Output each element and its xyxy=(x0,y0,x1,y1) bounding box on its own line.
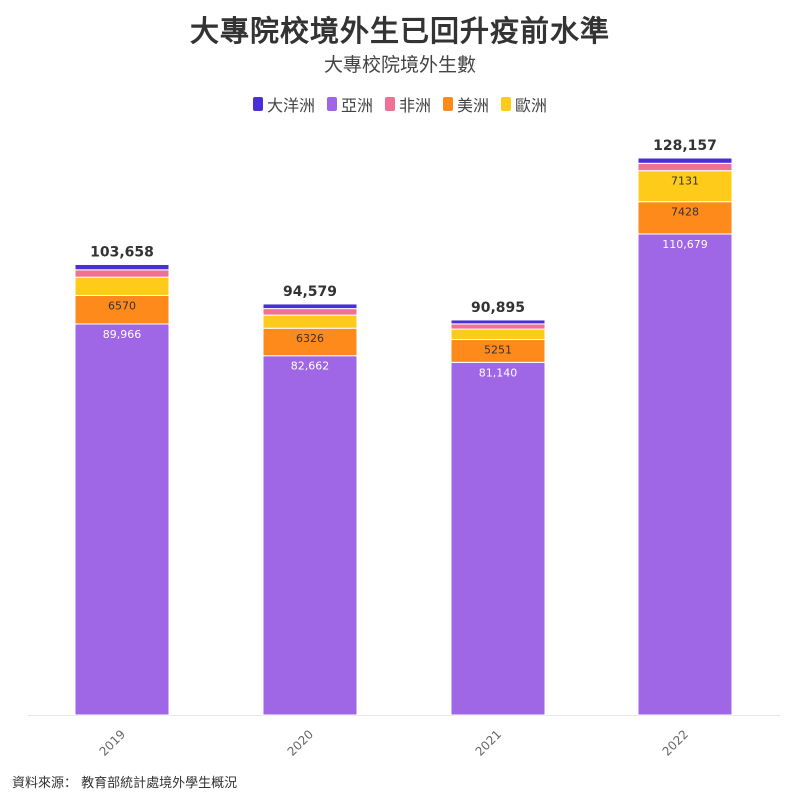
legend-label: 歐洲 xyxy=(515,96,548,115)
legend-item[interactable]: 歐洲 xyxy=(501,92,547,116)
legend-item[interactable]: 亞洲 xyxy=(326,92,373,116)
bar-segment[interactable] xyxy=(450,319,546,325)
x-tick-label: 2021 xyxy=(473,727,504,758)
total-label: 103,658 xyxy=(90,244,154,260)
data-label: 6570 xyxy=(108,299,136,312)
data-label: 7428 xyxy=(671,206,699,219)
source-note: 資料來源： 教育部統計處境外學生概況 xyxy=(12,776,238,791)
x-tick-label: 2019 xyxy=(97,727,128,758)
total-label: 94,579 xyxy=(283,284,337,300)
legend-label: 大洋洲 xyxy=(266,96,315,115)
legend-label: 非洲 xyxy=(398,96,431,115)
data-label: 81,140 xyxy=(479,366,518,379)
bar-segment[interactable] xyxy=(262,308,358,316)
data-label: 6326 xyxy=(296,332,324,345)
bar-segment[interactable] xyxy=(637,170,733,203)
bar-segment[interactable] xyxy=(262,327,358,357)
bar-segment[interactable] xyxy=(637,201,733,235)
data-label: 110,679 xyxy=(662,238,708,251)
data-label: 82,662 xyxy=(291,360,330,373)
bar-segment[interactable] xyxy=(262,314,358,329)
bar-segment[interactable] xyxy=(450,361,546,716)
bar-segment[interactable] xyxy=(450,328,546,341)
legend: 大洋洲 亞洲 非洲 美洲 歐洲 xyxy=(0,92,800,116)
legend-swatch xyxy=(252,97,263,111)
legend-swatch xyxy=(501,97,512,111)
x-tick-label: 2020 xyxy=(285,727,316,758)
bar-segment[interactable] xyxy=(74,323,170,716)
legend-item[interactable]: 美洲 xyxy=(443,92,489,116)
legend-label: 美洲 xyxy=(457,96,490,115)
legend-swatch xyxy=(443,97,453,111)
bar-segment[interactable] xyxy=(637,162,733,172)
bar-segment[interactable] xyxy=(74,276,170,296)
bar-segment[interactable] xyxy=(262,303,358,310)
legend-item[interactable]: 非洲 xyxy=(384,92,431,116)
total-label: 90,895 xyxy=(471,300,525,316)
bar-segment[interactable] xyxy=(74,294,170,325)
legend-swatch xyxy=(384,97,395,111)
legend-swatch xyxy=(326,97,337,111)
bar-segment[interactable] xyxy=(74,263,170,271)
data-label: 89,966 xyxy=(103,328,142,341)
total-label: 128,157 xyxy=(653,138,717,154)
bar-segment[interactable] xyxy=(450,323,546,330)
x-tick-label: 2022 xyxy=(660,727,691,758)
bar-segment[interactable] xyxy=(637,233,733,716)
bar-segment[interactable] xyxy=(262,355,358,716)
data-label: 5251 xyxy=(484,344,512,357)
legend-label: 亞洲 xyxy=(340,96,373,115)
bar-segment[interactable] xyxy=(637,157,733,164)
data-label: 7131 xyxy=(671,175,699,188)
chart-title: 大專院校境外生已回升疫前水準 xyxy=(189,14,610,48)
chart-subtitle: 大專校院境外生數 xyxy=(323,54,476,76)
legend-item[interactable]: 大洋洲 xyxy=(252,92,315,116)
bar-segment[interactable] xyxy=(74,269,170,278)
